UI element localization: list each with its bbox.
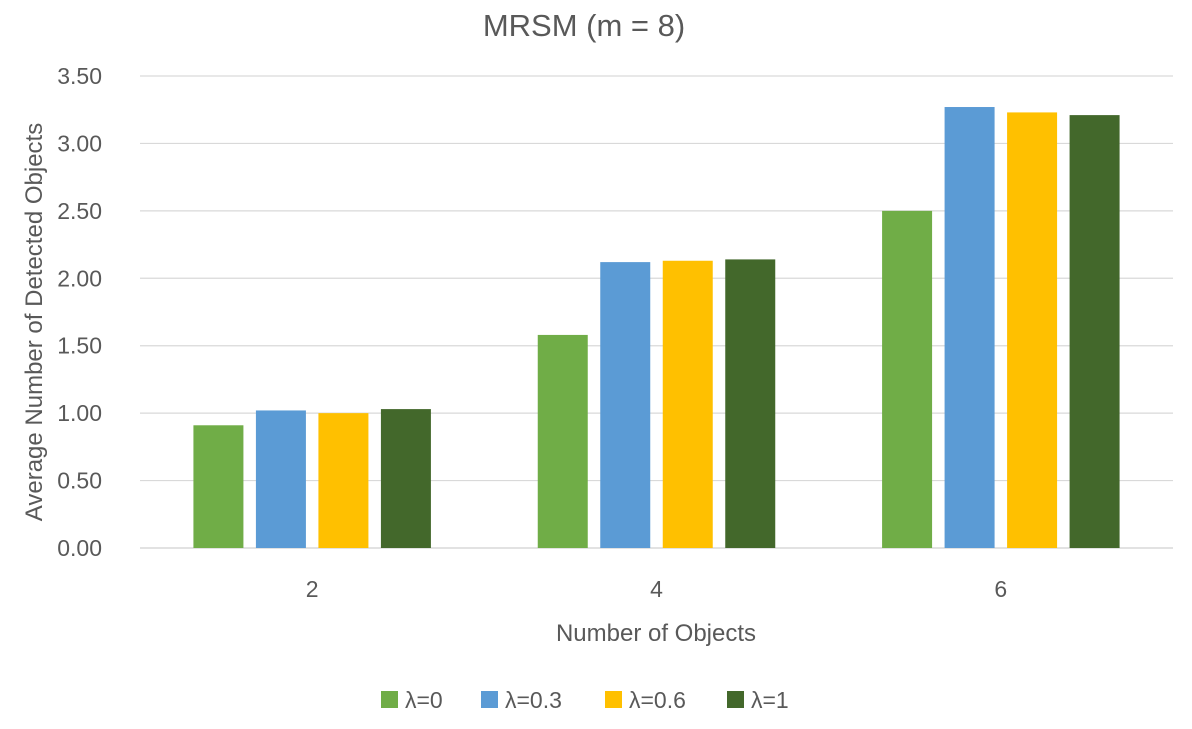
y-axis-ticks: 0.00 0.50 1.00 1.50 2.00 2.50 3.00 3.50 — [57, 63, 102, 561]
bar-series-2-category-0 — [318, 413, 369, 548]
bar-series-1-category-2 — [944, 107, 995, 548]
bar-series-0-category-0 — [193, 425, 244, 548]
y-tick-label: 0.00 — [57, 535, 102, 561]
legend-label: λ=0.6 — [629, 687, 686, 713]
legend: λ=0 λ=0.3 λ=0.6 λ=1 — [381, 687, 789, 713]
x-axis-title: Number of Objects — [556, 620, 756, 647]
y-tick-label: 3.50 — [57, 63, 102, 89]
x-tick-label: 6 — [994, 576, 1007, 602]
bar-series-0-category-1 — [537, 334, 588, 548]
y-tick-label: 0.50 — [57, 468, 102, 494]
x-tick-label: 2 — [306, 576, 319, 602]
legend-label: λ=1 — [751, 687, 789, 713]
legend-swatch — [727, 691, 744, 708]
bar-series-1-category-1 — [600, 262, 651, 548]
y-tick-label: 1.50 — [57, 333, 102, 359]
y-axis-title: Average Number of Detected Objects — [21, 123, 48, 521]
legend-label: λ=0 — [405, 687, 443, 713]
bar-series-0-category-2 — [882, 210, 933, 548]
gridlines — [140, 75, 1173, 549]
legend-swatch — [605, 691, 622, 708]
legend-swatch — [481, 691, 498, 708]
x-axis-ticks: 2 4 6 — [306, 576, 1007, 602]
legend-swatch — [381, 691, 398, 708]
chart-title: MRSM (m = 8) — [483, 8, 685, 43]
bar-series-3-category-2 — [1069, 115, 1120, 548]
bar-series-2-category-1 — [662, 260, 713, 548]
bar-series-3-category-0 — [380, 409, 431, 548]
bars — [193, 107, 1120, 548]
y-tick-label: 1.00 — [57, 400, 102, 426]
y-tick-label: 2.50 — [57, 198, 102, 224]
bar-series-1-category-0 — [255, 410, 306, 548]
y-tick-label: 2.00 — [57, 265, 102, 291]
y-tick-label: 3.00 — [57, 130, 102, 156]
x-tick-label: 4 — [650, 576, 663, 602]
bar-series-2-category-2 — [1007, 112, 1058, 548]
legend-label: λ=0.3 — [505, 687, 562, 713]
bar-series-3-category-1 — [725, 259, 776, 548]
